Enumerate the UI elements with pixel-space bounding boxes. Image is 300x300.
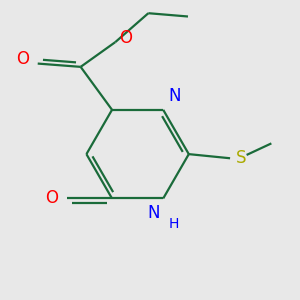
Text: S: S [236,149,246,167]
Text: H: H [168,217,178,231]
Text: O: O [119,29,133,47]
Text: N: N [168,87,181,105]
Text: O: O [16,50,29,68]
Text: O: O [45,190,58,208]
Text: N: N [147,204,160,222]
